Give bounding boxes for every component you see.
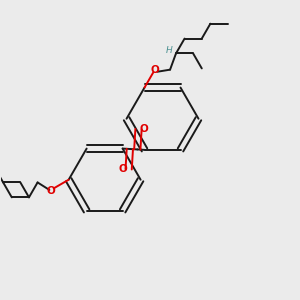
Text: H: H [166, 46, 172, 56]
Text: O: O [140, 124, 148, 134]
Text: O: O [118, 164, 127, 174]
Text: O: O [47, 187, 56, 196]
Text: O: O [150, 65, 159, 75]
